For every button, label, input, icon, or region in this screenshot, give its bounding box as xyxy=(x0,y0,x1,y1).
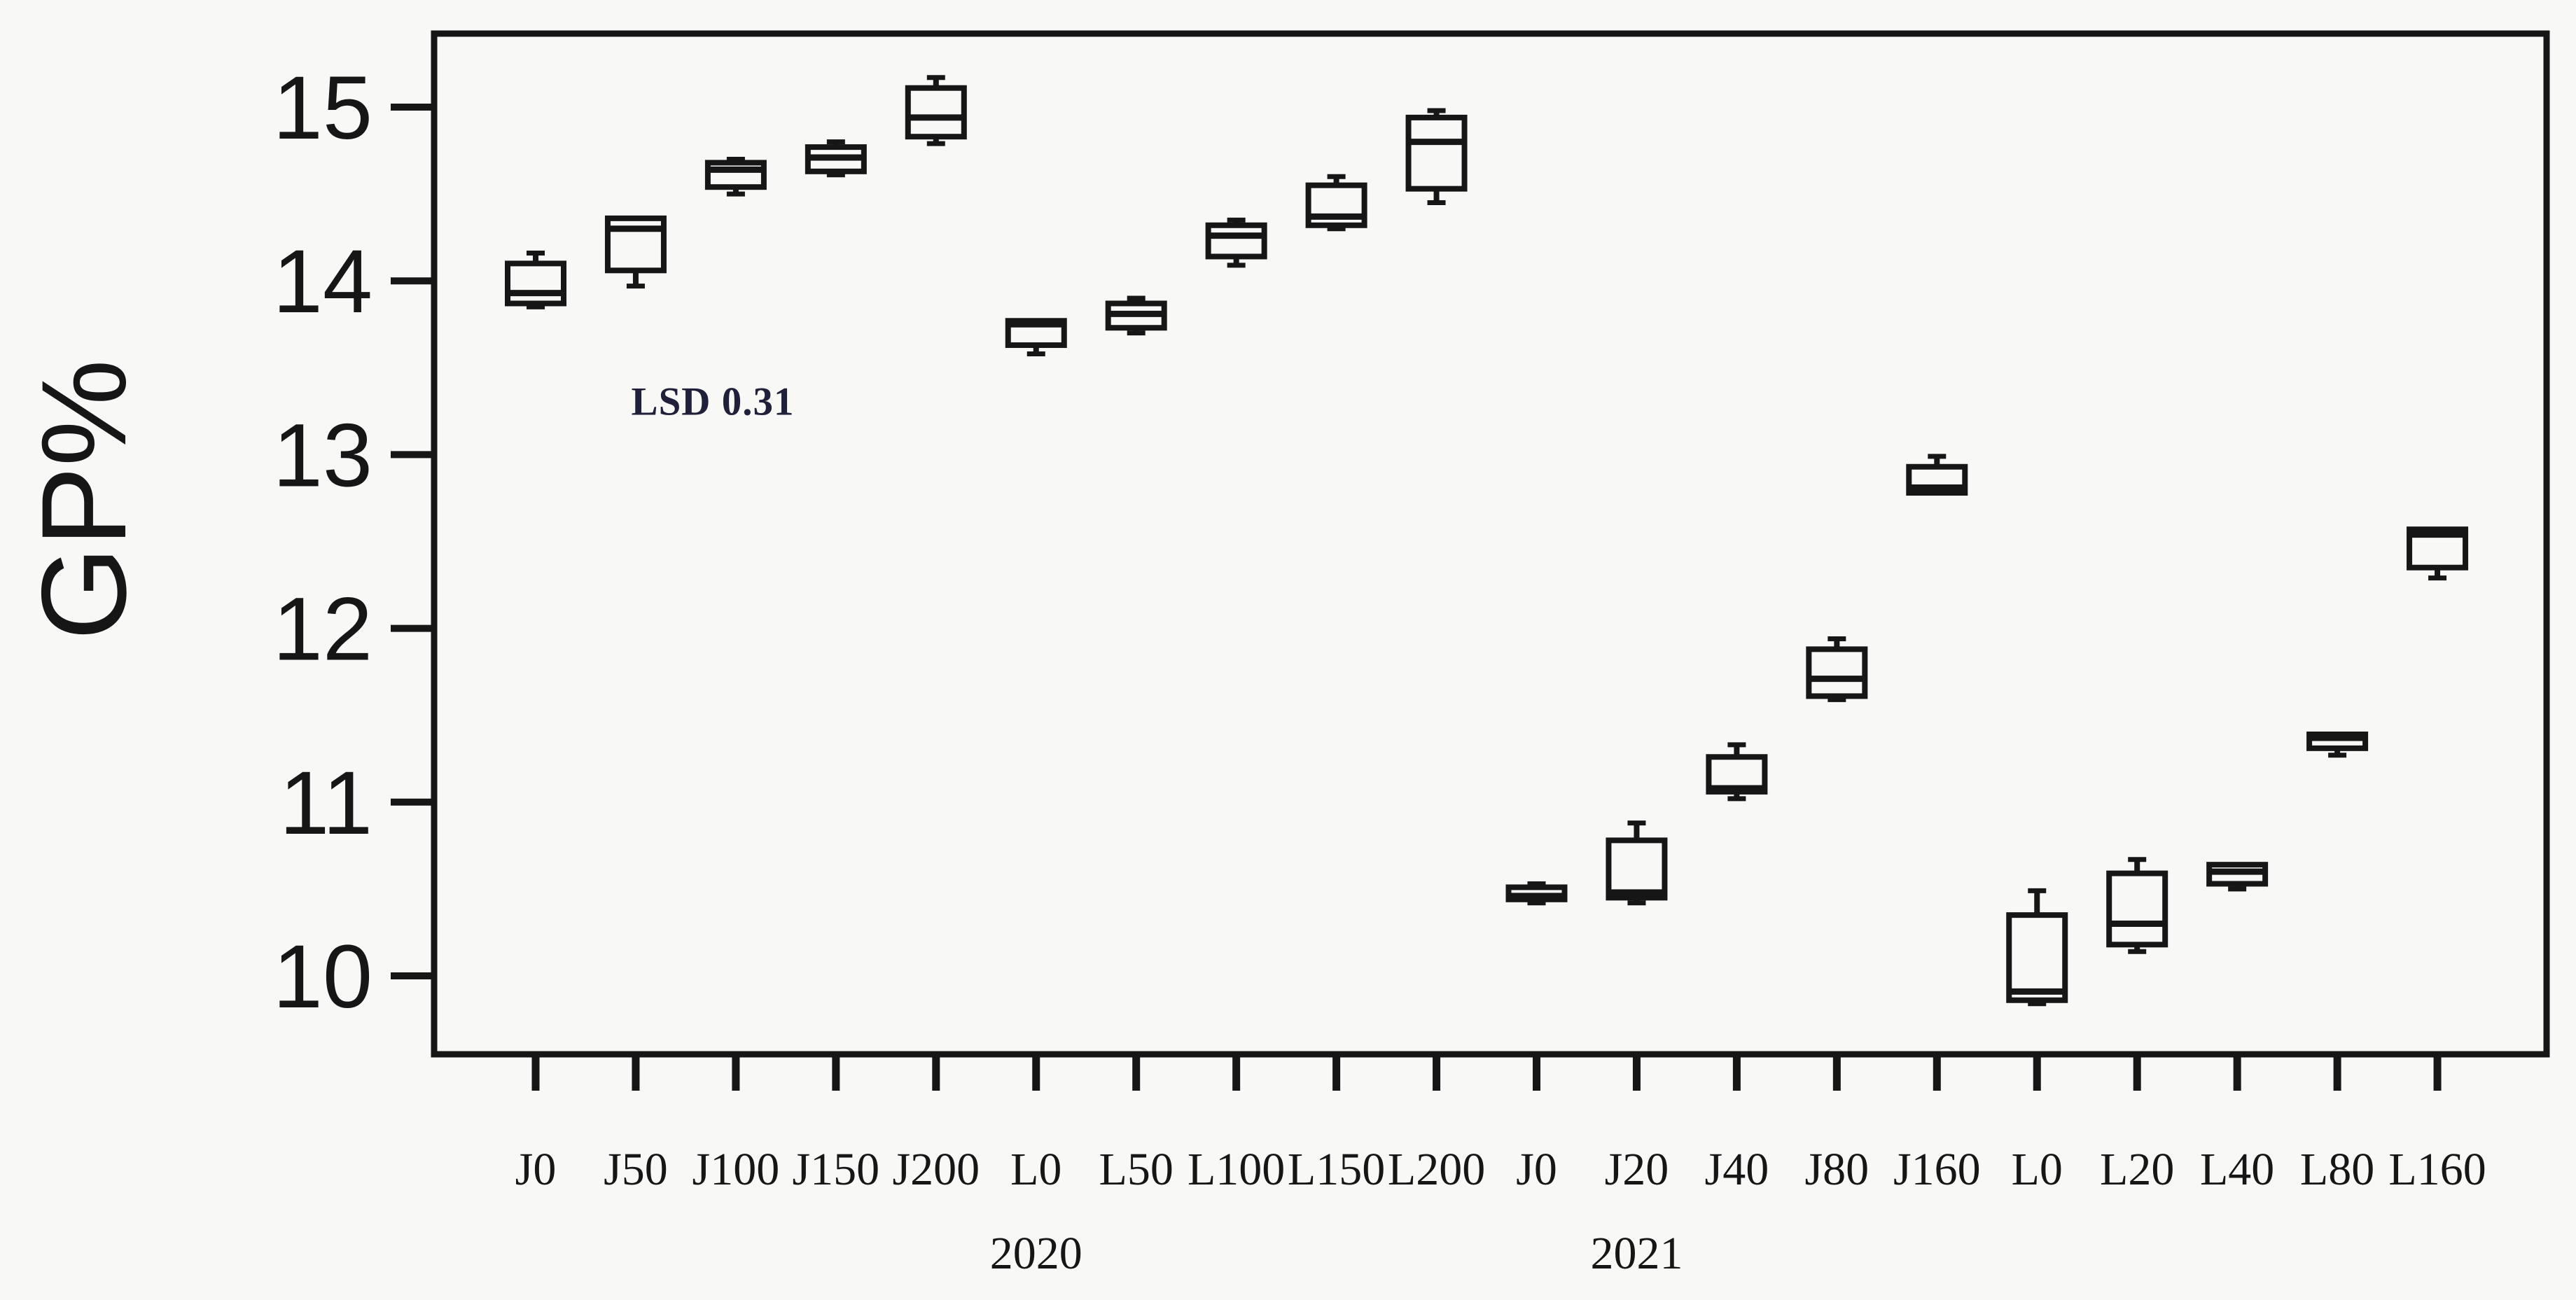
x-tick-label: J0 xyxy=(515,1144,557,1195)
x-tick-label: L80 xyxy=(2300,1144,2374,1195)
lsd-annotation: LSD 0.31 xyxy=(631,379,795,424)
y-tick-label: 12 xyxy=(273,580,373,680)
box-J80-2021 xyxy=(1806,636,1868,702)
box-J50-2020 xyxy=(604,215,667,289)
box-J160-2021 xyxy=(1906,454,1968,496)
box-iqr xyxy=(2306,732,2369,751)
box-iqr xyxy=(905,85,967,140)
x-tick-label: L160 xyxy=(2388,1144,2486,1195)
box-iqr xyxy=(2407,526,2469,571)
box-J0-2020 xyxy=(505,250,566,309)
y-tick-label: 14 xyxy=(273,232,373,332)
box-J100-2020 xyxy=(704,156,767,197)
box-L0-2021 xyxy=(2006,888,2068,1007)
x-tick-label: J50 xyxy=(604,1144,668,1195)
x-tick-label: L0 xyxy=(1010,1144,1061,1195)
year-group-label: 2020 xyxy=(990,1228,1082,1279)
box-iqr xyxy=(2106,870,2168,948)
x-tick-label: J80 xyxy=(1805,1144,1870,1195)
box-J200-2020 xyxy=(905,75,967,146)
box-iqr xyxy=(2006,912,2068,1003)
box-iqr xyxy=(1405,114,1468,192)
box-J40-2021 xyxy=(1706,742,1768,802)
box-J0-2021 xyxy=(1505,881,1568,906)
box-L80-2021 xyxy=(2306,732,2369,758)
x-tick-label: J150 xyxy=(793,1144,880,1195)
x-tick-label: J40 xyxy=(1705,1144,1769,1195)
x-tick-label: L20 xyxy=(2100,1144,2174,1195)
y-tick-label: 15 xyxy=(273,58,373,158)
box-iqr xyxy=(1706,754,1768,795)
x-tick-label: J200 xyxy=(892,1144,980,1195)
box-L200-2020 xyxy=(1405,108,1468,206)
y-tick-label: 13 xyxy=(273,405,373,505)
box-L150-2020 xyxy=(1305,174,1367,232)
y-axis-title: GP% xyxy=(17,359,151,641)
box-iqr xyxy=(1005,318,1067,349)
x-tick-label: L150 xyxy=(1288,1144,1385,1195)
x-tick-label: L100 xyxy=(1188,1144,1285,1195)
x-tick-label: L0 xyxy=(2012,1144,2063,1195)
box-J150-2020 xyxy=(805,139,867,178)
box-iqr xyxy=(1906,463,1968,496)
box-L0-2020 xyxy=(1005,318,1067,356)
x-tick-label: J0 xyxy=(1516,1144,1557,1195)
box-L160-2021 xyxy=(2407,526,2469,581)
x-tick-label: J20 xyxy=(1605,1144,1669,1195)
box-iqr xyxy=(1606,837,1668,901)
plot-frame xyxy=(431,30,2550,1058)
x-tick-label: J160 xyxy=(1893,1144,1981,1195)
box-iqr xyxy=(704,160,767,190)
box-iqr xyxy=(1806,646,1868,699)
box-L20-2021 xyxy=(2106,857,2168,954)
box-iqr xyxy=(604,215,667,274)
box-L50-2020 xyxy=(1105,295,1167,336)
x-tick-label: L200 xyxy=(1388,1144,1485,1195)
box-iqr xyxy=(1205,222,1267,260)
x-tick-label: L40 xyxy=(2200,1144,2274,1195)
box-L100-2020 xyxy=(1205,217,1267,268)
box-J20-2021 xyxy=(1606,820,1668,906)
box-iqr xyxy=(505,260,566,307)
y-tick-label: 11 xyxy=(279,753,373,853)
year-group-label: 2021 xyxy=(1590,1228,1683,1279)
box-L40-2021 xyxy=(2206,862,2269,892)
y-tick-label: 10 xyxy=(273,927,373,1027)
x-tick-label: L50 xyxy=(1099,1144,1174,1195)
box-iqr xyxy=(1305,182,1367,228)
x-tick-label: J100 xyxy=(692,1144,780,1195)
